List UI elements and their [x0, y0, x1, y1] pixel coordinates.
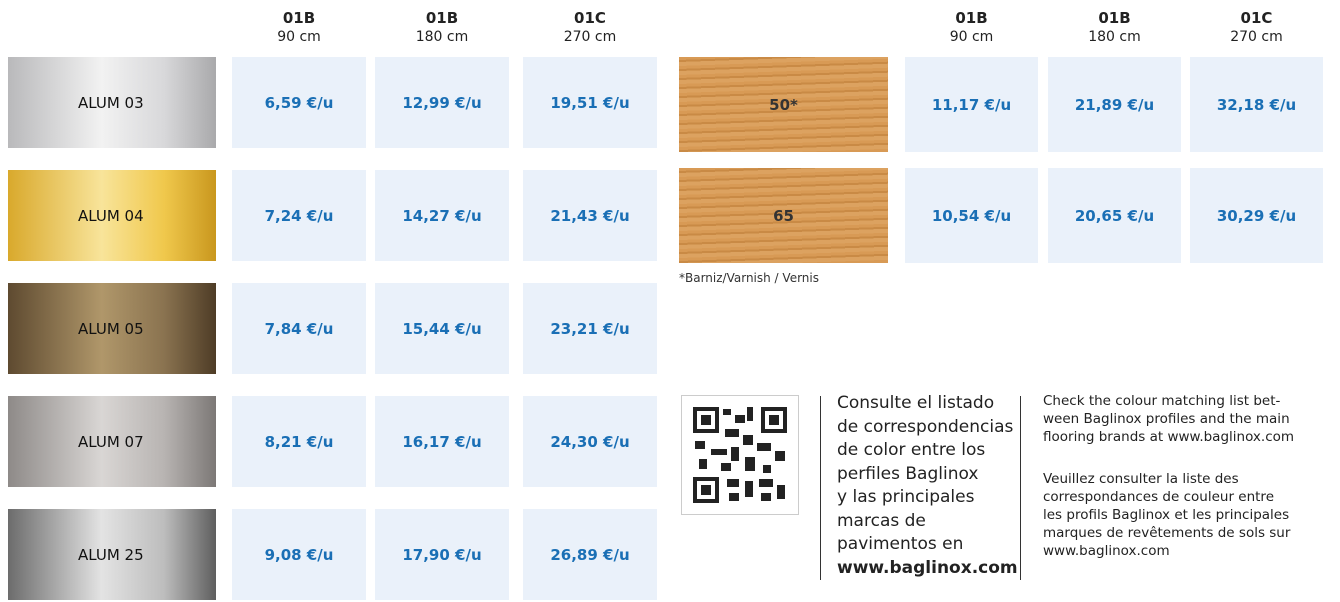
price: 6,59 €/u — [232, 57, 366, 148]
website-link: www.baglinox.com — [837, 557, 1018, 578]
english-line: ween Baglinox profiles and the main — [1043, 411, 1290, 427]
price: 7,84 €/u — [232, 283, 366, 374]
french-line: les profils Baglinox et les principales — [1043, 507, 1290, 523]
spanish-line: pavimentos en — [837, 534, 964, 554]
spanish-line: y las principales — [837, 487, 975, 507]
profile-length: 90 cm — [949, 29, 994, 45]
profile-length: 180 cm — [415, 29, 469, 45]
price: 21,43 €/u — [523, 170, 657, 261]
divider — [820, 396, 821, 580]
price: 24,30 €/u — [523, 396, 657, 487]
price: 15,44 €/u — [375, 283, 509, 374]
price: 7,24 €/u — [232, 170, 366, 261]
finish-name: ALUM 07 — [78, 432, 144, 451]
finish-name: 65 — [773, 206, 794, 225]
french-text: Veuillez consulter la liste des correspon… — [1043, 470, 1290, 560]
profile-code: 01B — [282, 9, 316, 27]
finish-name: 50* — [769, 95, 798, 114]
spanish-line: de color entre los — [837, 440, 986, 460]
price: 21,89 €/u — [1048, 57, 1181, 152]
price: 17,90 €/u — [375, 509, 509, 600]
spanish-line: marcas de — [837, 510, 926, 531]
column-header: 01B 180 cm — [377, 9, 507, 45]
finish-swatch: ALUM 25 — [8, 509, 216, 600]
finish-swatch: ALUM 05 — [8, 283, 216, 374]
french-line: marques de revêtements de sols sur — [1043, 525, 1291, 541]
spanish-line: perfiles Baglinox — [837, 463, 979, 484]
english-line: flooring brands at www.baglinox.com — [1043, 429, 1295, 445]
english-line: Check the colour matching list bet- — [1043, 393, 1281, 409]
profile-code: 01B — [425, 9, 459, 27]
profile-length: 90 cm — [277, 29, 321, 45]
price: 12,99 €/u — [375, 57, 509, 148]
profile-length: 270 cm — [1230, 29, 1283, 45]
finish-name: ALUM 03 — [78, 93, 144, 112]
french-line: correspondances de couleur entre — [1043, 489, 1274, 505]
column-header: 01B 90 cm — [907, 9, 1037, 45]
price: 8,21 €/u — [232, 396, 366, 487]
finish-swatch: ALUM 07 — [8, 396, 216, 487]
price: 32,18 €/u — [1190, 57, 1323, 152]
price: 14,27 €/u — [375, 170, 509, 261]
spanish-line: Consulte el listado — [837, 393, 995, 413]
spanish-line: de correspondencias — [837, 416, 1014, 437]
finish-name: ALUM 05 — [78, 319, 144, 338]
price: 9,08 €/u — [232, 509, 366, 600]
french-line: www.baglinox.com — [1043, 543, 1170, 559]
price: 23,21 €/u — [523, 283, 657, 374]
column-header: 01C 270 cm — [1192, 9, 1322, 45]
price: 30,29 €/u — [1190, 168, 1323, 263]
column-header: 01B 180 cm — [1050, 9, 1180, 45]
price: 10,54 €/u — [905, 168, 1038, 263]
footnote: *Barniz/Varnish / Vernis — [679, 271, 819, 285]
finish-swatch: 65 — [679, 168, 888, 263]
finish-name: ALUM 04 — [78, 206, 144, 225]
french-line: Veuillez consulter la liste des — [1043, 471, 1239, 487]
price: 19,51 €/u — [523, 57, 657, 148]
profile-code: 01C — [574, 9, 606, 27]
finish-swatch: 50* — [679, 57, 888, 152]
qr-code — [681, 395, 799, 515]
profile-length: 180 cm — [1088, 29, 1141, 45]
spanish-text: Consulte el listado de correspondencias de… — [837, 392, 1018, 580]
english-text: Check the colour matching list bet-ween … — [1043, 392, 1294, 446]
column-header: 01C 270 cm — [525, 9, 655, 45]
profile-length: 270 cm — [563, 29, 617, 45]
price: 11,17 €/u — [905, 57, 1038, 152]
price: 26,89 €/u — [523, 509, 657, 600]
divider — [1020, 396, 1021, 580]
finish-swatch: ALUM 04 — [8, 170, 216, 261]
price: 20,65 €/u — [1048, 168, 1181, 263]
column-header: 01B 90 cm — [234, 9, 364, 45]
finish-swatch: ALUM 03 — [8, 57, 216, 148]
price: 16,17 €/u — [375, 396, 509, 487]
finish-name: ALUM 25 — [78, 545, 144, 564]
profile-code: 01C — [1240, 9, 1273, 27]
profile-code: 01B — [1098, 9, 1131, 27]
profile-code: 01B — [955, 9, 988, 27]
